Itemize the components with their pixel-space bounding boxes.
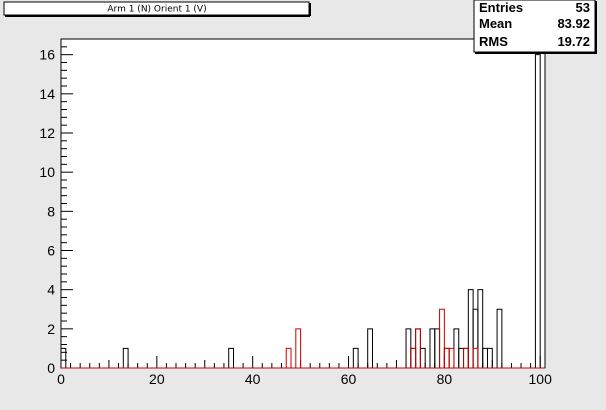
y-tick-label: 0 (47, 360, 55, 376)
x-tick-label: 20 (149, 371, 165, 387)
rms-label: RMS (479, 34, 508, 49)
y-tick-label: 12 (39, 125, 55, 141)
chart-title: Arm 1 (N) Orient 1 (V) (107, 5, 206, 15)
histogram-bin (534, 54, 541, 368)
histogram-bin (295, 328, 302, 368)
mean-value: 83.92 (557, 16, 590, 31)
histogram-bin (60, 347, 67, 368)
histogram-bin (415, 328, 421, 368)
y-tick-label: 6 (47, 243, 55, 259)
y-tick-label: 2 (47, 321, 55, 337)
histogram-bin (439, 308, 445, 368)
histogram-bin (228, 347, 235, 368)
x-tick-label: 60 (341, 371, 357, 387)
histogram-bin (477, 289, 484, 368)
title-box: Arm 1 (N) Orient 1 (V) (3, 1, 311, 17)
histogram-bin (448, 347, 455, 368)
histogram-bin (122, 347, 129, 368)
stats-box: Entries 53 Mean 83.92 RMS 19.72 (473, 0, 597, 54)
histogram-bin (463, 347, 469, 368)
entries-value: 53 (576, 0, 590, 15)
x-tick-label: 40 (245, 371, 261, 387)
histogram-series-2 (61, 308, 545, 369)
y-tick-label: 8 (47, 203, 55, 219)
histogram-bin (472, 347, 479, 368)
histogram-bin (285, 347, 292, 368)
y-tick-label: 10 (39, 164, 55, 180)
x-tick-label: 100 (529, 371, 553, 387)
series-layer (60, 54, 545, 369)
histogram-bin (352, 347, 359, 368)
rms-value: 19.72 (557, 34, 590, 49)
mean-label: Mean (479, 16, 512, 31)
entries-label: Entries (479, 0, 523, 15)
y-tick-label: 14 (39, 86, 55, 102)
x-tick-label: 80 (437, 371, 453, 387)
axis-layer: 0 2 4 6 8 10 12 14 16 0 20 40 60 80 100 (39, 38, 553, 387)
histogram-bin (496, 308, 503, 368)
histogram-bin (367, 328, 373, 368)
x-tick-label: 0 (57, 371, 65, 387)
plot-area (60, 38, 546, 369)
y-tick-label: 16 (39, 47, 55, 63)
histogram-bin (486, 347, 493, 368)
y-tick-label: 4 (47, 282, 55, 298)
